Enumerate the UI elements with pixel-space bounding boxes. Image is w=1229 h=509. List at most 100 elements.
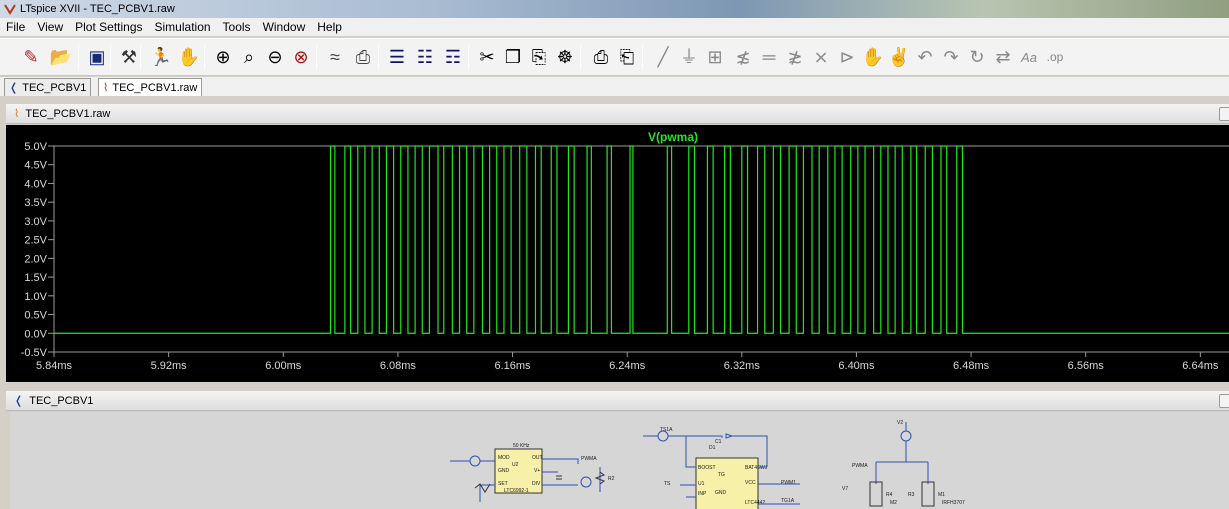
diode-icon[interactable]: ⨯: [813, 47, 829, 67]
zoom-out-icon[interactable]: ⊖: [267, 47, 283, 67]
ic-ltc4442: [695, 457, 759, 509]
schematic-icon: ❬: [9, 82, 19, 94]
title-bar: LTspice XVII - TEC_PCBV1.raw: [0, 0, 1229, 18]
schematic-label: BOOST: [698, 465, 716, 471]
toolbar-separator: [642, 45, 643, 69]
menu-view[interactable]: View: [37, 20, 64, 34]
x-tick-label: 5.84ms: [36, 360, 73, 372]
window-maximize-button[interactable]: [1219, 107, 1229, 121]
tile-horizontal-icon[interactable]: ☰: [388, 47, 406, 67]
schematic-label: R3: [908, 492, 915, 498]
cut-icon[interactable]: ✂: [479, 47, 495, 67]
schematic-label: GND: [715, 490, 727, 496]
rotate-icon[interactable]: ↻: [969, 47, 985, 67]
x-tick-label: 6.32ms: [724, 360, 761, 372]
x-tick-label: 6.16ms: [494, 360, 531, 372]
move-icon[interactable]: ✋: [861, 47, 885, 67]
edit-icon[interactable]: ✎: [23, 47, 39, 67]
schematic-label: C1: [715, 439, 722, 445]
print-icon[interactable]: ⎙: [593, 47, 609, 67]
y-tick-label: 1.5V: [24, 272, 47, 284]
schematic-label: GND: [498, 468, 510, 474]
plot-frame: [53, 145, 1229, 353]
fft-icon[interactable]: ⎙: [355, 47, 371, 67]
run-icon[interactable]: 🏃: [149, 47, 173, 67]
text-icon[interactable]: Aa: [1021, 49, 1037, 65]
schematic-label: MOD: [498, 455, 510, 461]
drag-icon[interactable]: ✌: [887, 47, 911, 67]
find-icon[interactable]: ☸: [556, 47, 574, 67]
mirror-icon[interactable]: ⇄: [995, 47, 1011, 67]
schematic-label: LTC6992-1: [504, 488, 529, 494]
redo-icon[interactable]: ↷: [943, 47, 959, 67]
x-tick-label: 5.92ms: [151, 360, 188, 372]
menu-tools[interactable]: Tools: [222, 20, 251, 34]
zoom-in-icon[interactable]: ⊕: [215, 47, 231, 67]
label-net-icon[interactable]: ⊞: [707, 47, 723, 67]
menu-help[interactable]: Help: [317, 20, 342, 34]
autorange-icon[interactable]: ≈: [330, 47, 340, 67]
control-panel-icon[interactable]: ⚒: [120, 47, 138, 67]
y-tick-label: 0.0V: [24, 328, 47, 340]
schematic-label: M2: [890, 500, 897, 506]
window-title: LTspice XVII - TEC_PCBV1.raw: [20, 3, 175, 15]
menu-simulation[interactable]: Simulation: [154, 20, 211, 34]
cascade-icon[interactable]: ☷: [416, 47, 434, 67]
pan-icon[interactable]: ✋: [177, 47, 201, 67]
toolbar: ✎ 📂 ▣ ⚒ 🏃 ✋ ⊕ ⌕ ⊖ ⊗ ≈ ⎙ ☰ ☷ ☶ ✂ ❐ ⎘ ☸ ⎙ …: [0, 38, 1229, 76]
menu-bar: File View Plot Settings Simulation Tools…: [0, 18, 1229, 36]
schematic-label: M1: [938, 492, 945, 498]
tab-label: TEC_PCBV1.raw: [112, 81, 198, 94]
schematic-label: BAT46WJ: [745, 465, 768, 471]
schematic-label: V7: [842, 486, 848, 492]
capacitor-icon[interactable]: ═: [762, 47, 776, 67]
tab-schematic[interactable]: ❬ TEC_PCBV1: [4, 78, 92, 96]
tab-waveform[interactable]: ⌇ TEC_PCBV1.raw: [98, 78, 203, 96]
component-icon[interactable]: ⊳: [839, 47, 855, 67]
x-tick-label: 6.40ms: [838, 360, 875, 372]
print-setup-icon[interactable]: ⎗: [619, 47, 635, 67]
trace-label: V(pwma): [648, 130, 698, 144]
ground-icon[interactable]: ⏚: [680, 47, 698, 67]
y-tick-label: -0.5V: [21, 347, 48, 359]
window-maximize-button[interactable]: [1219, 394, 1229, 408]
waveform-window-header: ⌇ TEC_PCBV1.raw: [6, 104, 1229, 124]
inductor-icon[interactable]: ≵: [787, 47, 803, 67]
y-tick-label: 4.0V: [24, 178, 47, 190]
net-label: PWMA: [581, 456, 597, 462]
resistor-r1: [474, 483, 491, 493]
save-icon[interactable]: ▣: [88, 47, 106, 67]
tile-vertical-icon[interactable]: ☶: [444, 47, 462, 67]
y-tick-label: 3.5V: [24, 197, 47, 209]
schematic-window: ❬ TEC_PCBV1 50 KHz MOD OUT GND V+ SET DIV U2 LTC…: [6, 391, 1229, 509]
open-icon[interactable]: 📂: [49, 47, 73, 67]
spice-directive-icon[interactable]: .op: [1046, 50, 1064, 64]
menu-file[interactable]: File: [6, 20, 26, 34]
waveform-icon: ⌇: [103, 82, 109, 94]
plot-area[interactable]: 5.0V 4.5V 4.0V 3.5V 3.0V 2.5V 2.0V 1.5V 1.0V 0.5V…: [6, 125, 1229, 382]
schematic-label: TG: [718, 472, 725, 478]
y-tick-label: 2.0V: [24, 253, 47, 265]
y-tick-label: 2.5V: [24, 235, 47, 247]
trace-vpwma: [54, 145, 1229, 334]
menu-window[interactable]: Window: [262, 20, 306, 34]
x-tick-label: 6.56ms: [1068, 360, 1105, 372]
zoom-fit-icon[interactable]: ⊗: [293, 47, 309, 67]
copy-icon[interactable]: ❐: [504, 47, 522, 67]
wire-icon[interactable]: ╱: [657, 47, 669, 67]
schematic-label: SET: [498, 481, 508, 487]
menu-plot-settings[interactable]: Plot Settings: [75, 20, 143, 34]
zoom-area-icon[interactable]: ⌕: [243, 47, 255, 67]
wire-group-3: [875, 422, 929, 484]
wire-group-2: [643, 433, 800, 505]
schematic-label: INP: [698, 491, 707, 497]
schematic-label: U1: [698, 481, 705, 487]
toolbar-separator: [78, 45, 79, 69]
schematic-canvas[interactable]: 50 KHz MOD OUT GND V+ SET DIV U2 LTC6992-1 PWMA R2…: [10, 412, 1229, 509]
x-tick-label: 6.24ms: [609, 360, 646, 372]
paste-icon[interactable]: ⎘: [531, 47, 547, 67]
undo-icon[interactable]: ↶: [917, 47, 933, 67]
resistor-icon[interactable]: ≴: [735, 47, 751, 67]
ic-ltc6992: [494, 448, 543, 494]
